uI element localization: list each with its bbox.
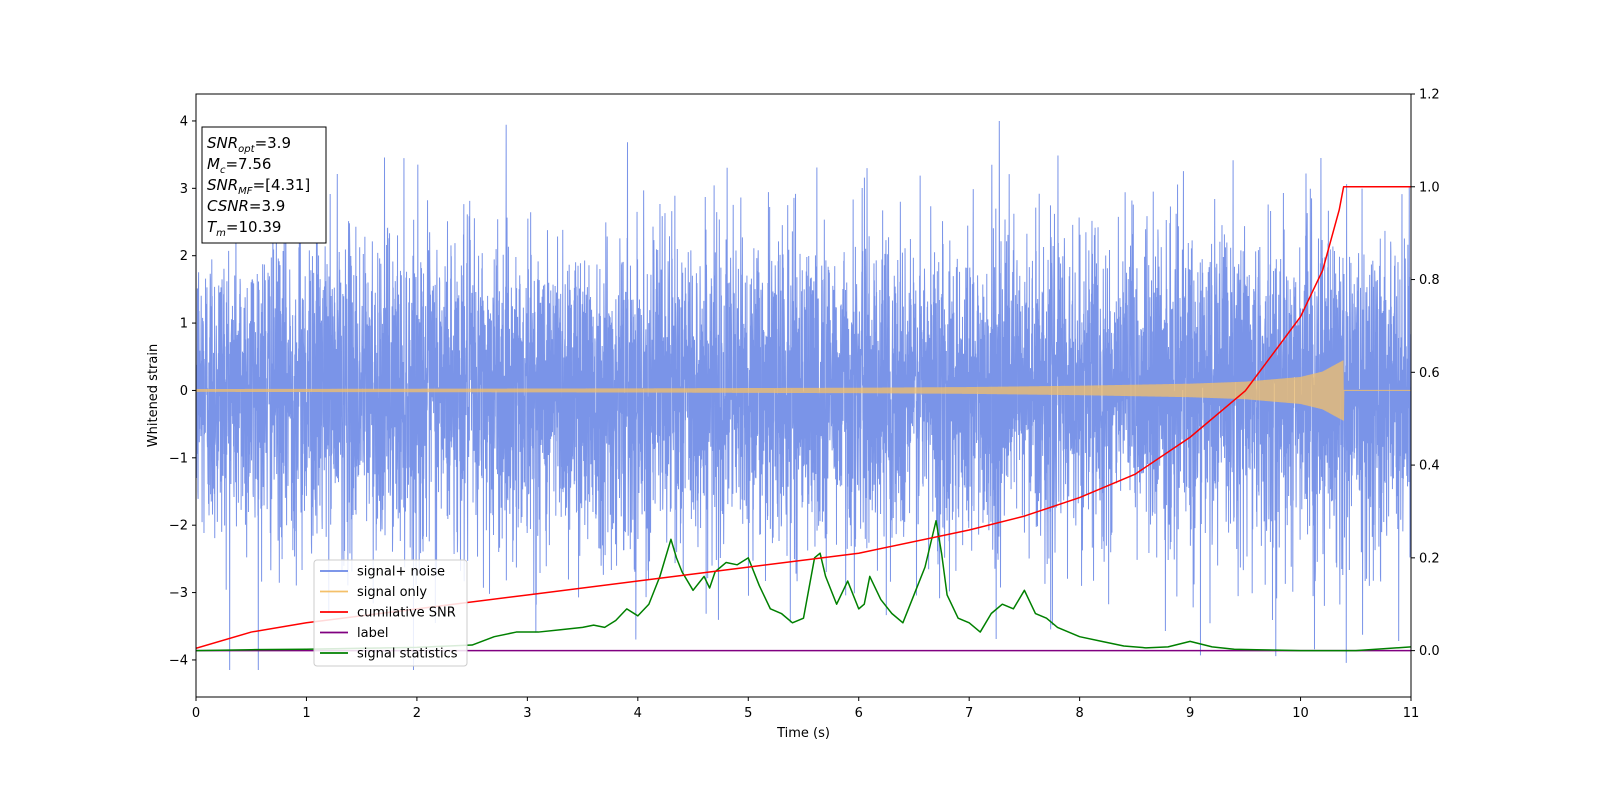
right-tick-label: 0.2 bbox=[1419, 551, 1440, 566]
legend-label: signal statistics bbox=[357, 647, 458, 662]
left-tick-label: 2 bbox=[180, 249, 188, 264]
legend-frame bbox=[313, 559, 468, 667]
x-tick-label: 11 bbox=[1403, 706, 1420, 721]
legend-label: cumilative SNR bbox=[357, 606, 456, 621]
x-tick-label: 6 bbox=[855, 706, 863, 721]
info-box-line: CSNR=3.9 bbox=[207, 197, 285, 215]
x-tick-label: 9 bbox=[1186, 706, 1194, 721]
x-tick-label: 4 bbox=[634, 706, 642, 721]
series-signal-only bbox=[196, 360, 1411, 421]
right-tick-label: 0.6 bbox=[1419, 366, 1440, 381]
left-tick-label: −3 bbox=[169, 586, 188, 601]
legend-label: signal only bbox=[357, 585, 427, 600]
x-axis-ticks: 0 1 2 3 4 5 6 7 8 9 10 11 bbox=[192, 697, 1419, 721]
legend-label: label bbox=[357, 626, 388, 641]
left-tick-label: −1 bbox=[169, 451, 188, 466]
right-tick-label: 0.4 bbox=[1419, 459, 1440, 474]
x-tick-label: 3 bbox=[523, 706, 531, 721]
x-tick-label: 2 bbox=[413, 706, 421, 721]
right-tick-label: 0.8 bbox=[1419, 273, 1440, 288]
x-tick-label: 8 bbox=[1075, 706, 1083, 721]
info-box-line: Mc=7.56 bbox=[207, 155, 271, 176]
left-tick-label: 0 bbox=[180, 384, 188, 399]
left-tick-label: −4 bbox=[169, 653, 188, 668]
right-tick-label: 1.2 bbox=[1419, 88, 1440, 103]
legend-label: signal+ noise bbox=[357, 565, 445, 580]
right-tick-label: 1.0 bbox=[1419, 180, 1440, 195]
series-signal-statistics bbox=[196, 519, 1411, 652]
x-tick-label: 10 bbox=[1292, 706, 1309, 721]
left-tick-label: 4 bbox=[180, 114, 188, 129]
info-box-line: SNRMF=[4.31] bbox=[207, 176, 310, 197]
legend: signal+ noise signal only cumilative SNR la… bbox=[313, 559, 468, 667]
left-tick-label: 1 bbox=[180, 317, 188, 332]
axes-frame bbox=[195, 93, 1412, 698]
x-tick-label: 1 bbox=[302, 706, 310, 721]
right-tick-label: 0.0 bbox=[1419, 644, 1440, 659]
x-tick-label: 0 bbox=[192, 706, 200, 721]
x-axis-label: Time (s) bbox=[776, 726, 830, 741]
left-tick-label: −2 bbox=[169, 519, 188, 534]
info-box-frame bbox=[201, 126, 327, 244]
info-box-line: SNRopt=3.9 bbox=[207, 134, 291, 155]
left-axis-ticks: −4 −3 −2 −1 0 1 2 3 4 bbox=[169, 114, 196, 668]
left-tick-label: 3 bbox=[180, 182, 188, 197]
right-axis-ticks: 0.0 0.2 0.4 0.6 0.8 1.0 1.2 bbox=[1411, 88, 1440, 659]
info-box-line: Tm=10.39 bbox=[207, 218, 281, 239]
y-axis-label: Whitened strain bbox=[146, 344, 161, 447]
x-tick-label: 7 bbox=[965, 706, 973, 721]
x-tick-label: 5 bbox=[744, 706, 752, 721]
